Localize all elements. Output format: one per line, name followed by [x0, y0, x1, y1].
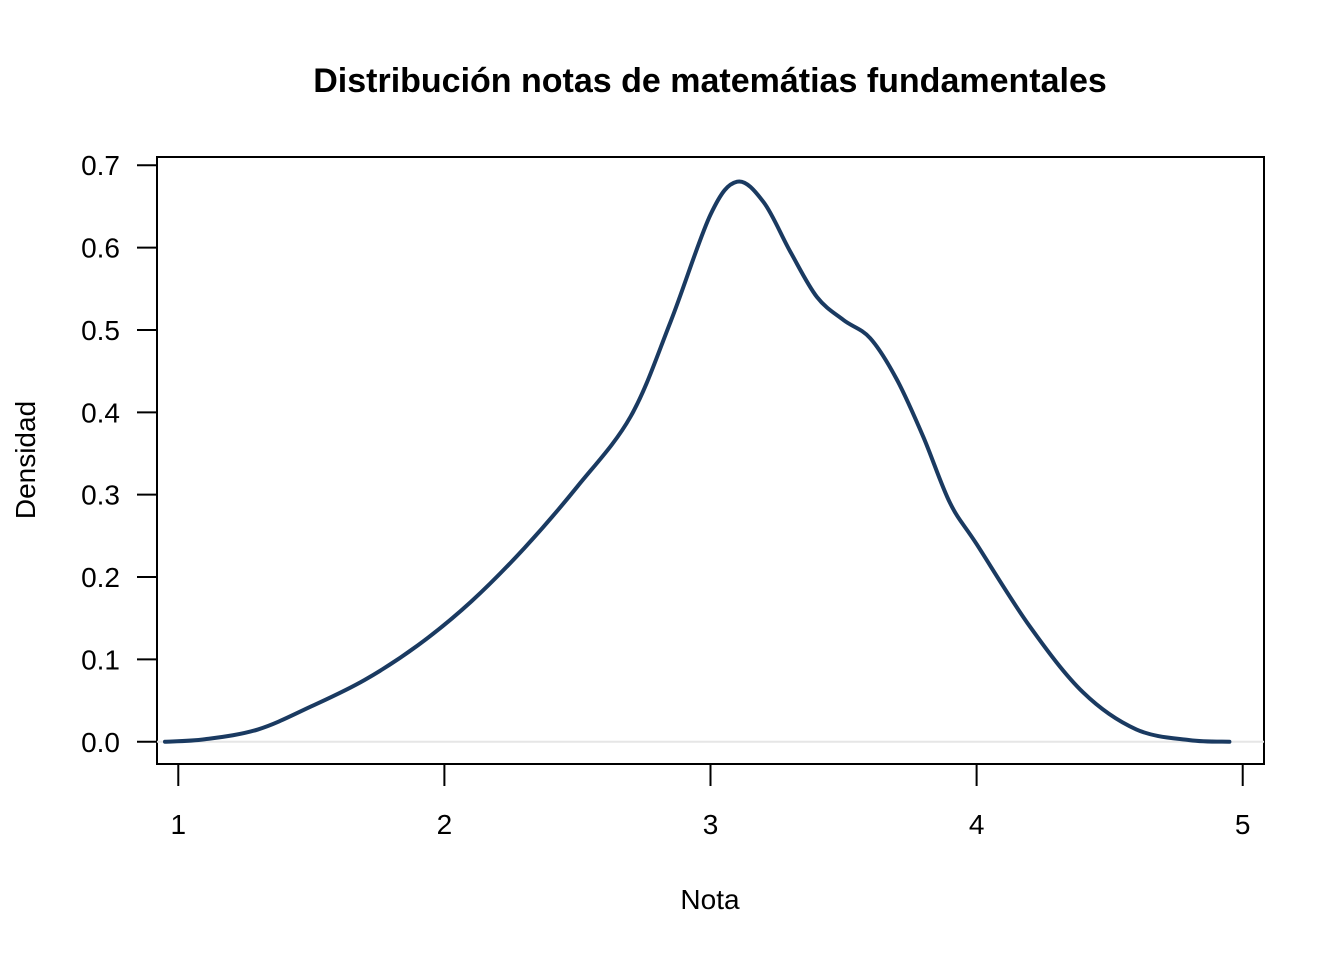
y-tick-label: 0.2	[81, 562, 120, 593]
plot-frame	[156, 156, 1265, 765]
y-tick-label: 0.4	[81, 397, 120, 428]
y-tick-label: 0.1	[81, 644, 120, 675]
x-axis: 1 2 3 4 5	[170, 764, 1251, 840]
y-tick-label: 0.6	[81, 233, 120, 264]
chart-title: Distribución notas de matemátias fundame…	[313, 62, 1107, 100]
y-axis: 0.0 0.1 0.2 0.3 0.4 0.5 0.6 0.7	[81, 150, 157, 758]
y-tick-label: 0.0	[81, 727, 120, 758]
y-tick-label: 0.5	[81, 315, 120, 346]
x-tick-label: 2	[437, 809, 453, 840]
x-axis-label: Nota	[680, 884, 740, 915]
y-tick-label: 0.3	[81, 480, 120, 511]
x-tick-label: 4	[969, 809, 985, 840]
x-tick-label: 1	[170, 809, 186, 840]
y-tick-label: 0.7	[81, 150, 120, 181]
x-tick-label: 5	[1235, 809, 1251, 840]
density-curve	[162, 179, 1232, 744]
x-tick-label: 3	[703, 809, 719, 840]
y-axis-label: Densidad	[10, 401, 41, 519]
